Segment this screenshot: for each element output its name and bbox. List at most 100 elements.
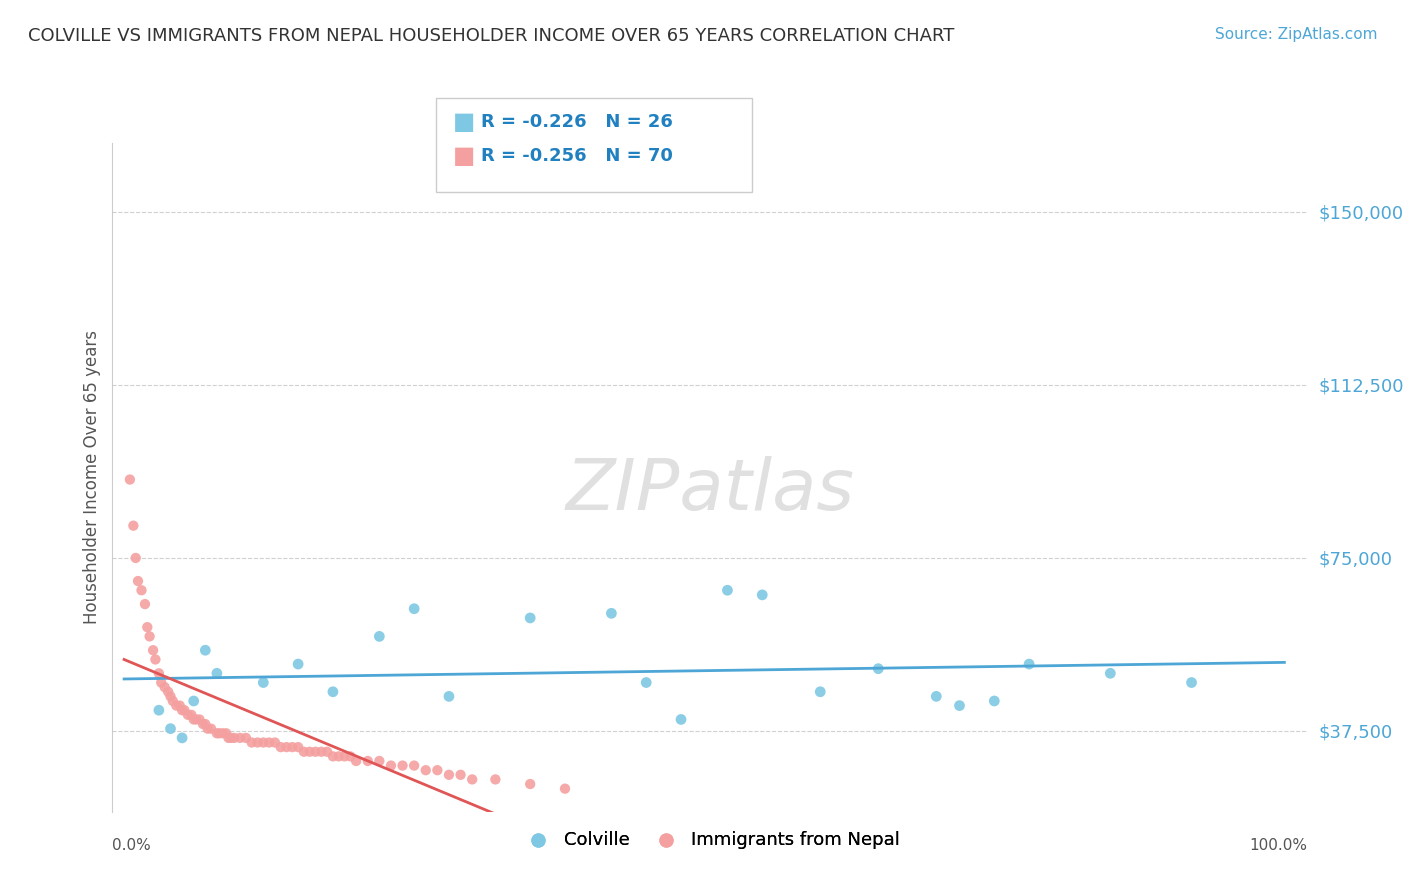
Point <box>669 713 692 727</box>
Point <box>368 754 391 768</box>
Point <box>292 745 315 759</box>
Point <box>270 740 292 755</box>
Point <box>368 629 391 643</box>
Point <box>235 731 257 745</box>
Point <box>808 685 831 699</box>
Point <box>304 745 326 759</box>
Point <box>211 726 233 740</box>
Point <box>224 731 246 745</box>
Text: 100.0%: 100.0% <box>1250 838 1308 854</box>
Point <box>172 731 194 745</box>
Point <box>169 698 191 713</box>
Point <box>404 601 426 615</box>
Text: 0.0%: 0.0% <box>112 838 152 854</box>
Text: COLVILLE VS IMMIGRANTS FROM NEPAL HOUSEHOLDER INCOME OVER 65 YEARS CORRELATION C: COLVILLE VS IMMIGRANTS FROM NEPAL HOUSEH… <box>28 27 955 45</box>
Point <box>159 722 181 736</box>
Point <box>287 740 309 755</box>
Point <box>183 713 205 727</box>
Point <box>322 685 344 699</box>
Point <box>131 583 153 598</box>
Point <box>600 607 623 621</box>
Point <box>138 629 160 643</box>
Point <box>180 707 202 722</box>
Point <box>333 749 356 764</box>
Point <box>246 735 269 749</box>
Point <box>194 717 217 731</box>
Point <box>751 588 773 602</box>
Point <box>145 652 167 666</box>
Point <box>184 713 207 727</box>
Point <box>948 698 970 713</box>
Point <box>205 666 228 681</box>
Point <box>252 675 274 690</box>
Point <box>415 763 437 777</box>
Legend: Colville, Immigrants from Nepal: Colville, Immigrants from Nepal <box>513 824 907 856</box>
Point <box>148 666 170 681</box>
Point <box>215 726 238 740</box>
Point <box>983 694 1005 708</box>
Point <box>1180 675 1202 690</box>
Point <box>177 707 200 722</box>
Point <box>519 777 541 791</box>
Point <box>391 758 413 772</box>
Point <box>1099 666 1122 681</box>
Point <box>1018 657 1040 671</box>
Point <box>183 694 205 708</box>
Point <box>437 690 460 704</box>
Point <box>437 768 460 782</box>
Point <box>172 703 194 717</box>
Point <box>173 703 195 717</box>
Point <box>200 722 222 736</box>
Point <box>281 740 304 755</box>
Point <box>188 713 211 727</box>
Text: ZIPatlas: ZIPatlas <box>565 456 855 525</box>
Point <box>287 657 309 671</box>
Point <box>122 518 145 533</box>
Point <box>136 620 159 634</box>
Point <box>450 768 472 782</box>
Point <box>219 731 242 745</box>
Point <box>134 597 156 611</box>
Point <box>925 690 948 704</box>
Point <box>142 643 165 657</box>
Point <box>118 473 141 487</box>
Point <box>159 690 181 704</box>
Point <box>316 745 339 759</box>
Point <box>519 611 541 625</box>
Point <box>339 749 361 764</box>
Point <box>328 749 350 764</box>
Point <box>554 781 576 796</box>
Point <box>240 735 263 749</box>
Point <box>194 643 217 657</box>
Point <box>868 662 890 676</box>
Point <box>205 726 228 740</box>
Point <box>127 574 149 588</box>
Point <box>153 680 176 694</box>
Point <box>461 772 484 787</box>
Point <box>311 745 333 759</box>
Point <box>165 698 187 713</box>
Point <box>426 763 449 777</box>
Point <box>344 754 367 768</box>
Text: R = -0.226   N = 26: R = -0.226 N = 26 <box>481 113 672 131</box>
Point <box>276 740 298 755</box>
Point <box>264 735 287 749</box>
Point <box>162 694 184 708</box>
Point <box>208 726 231 740</box>
Point <box>218 731 240 745</box>
Point <box>322 749 344 764</box>
Point <box>404 758 426 772</box>
Point <box>636 675 658 690</box>
Text: ■: ■ <box>453 111 475 134</box>
Point <box>150 675 173 690</box>
Point <box>157 685 180 699</box>
Y-axis label: Householder Income Over 65 years: Householder Income Over 65 years <box>83 330 101 624</box>
Text: R = -0.256   N = 70: R = -0.256 N = 70 <box>481 147 672 165</box>
Point <box>484 772 506 787</box>
Point <box>298 745 321 759</box>
Point <box>252 735 274 749</box>
Point <box>125 551 148 566</box>
Point <box>229 731 252 745</box>
Text: ■: ■ <box>453 145 475 168</box>
Point <box>148 703 170 717</box>
